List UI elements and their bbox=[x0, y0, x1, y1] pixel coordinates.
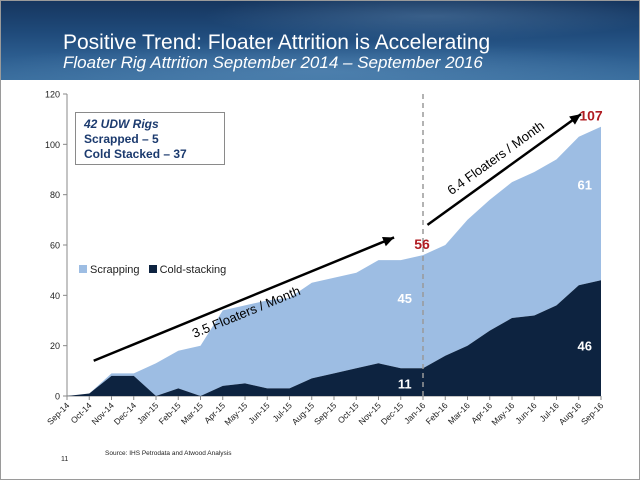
scrapping-value-label: 45 bbox=[398, 291, 412, 306]
y-tick-label: 120 bbox=[45, 90, 60, 100]
trend-arrow-head bbox=[569, 114, 581, 125]
legend-item-cold-stacking: Cold-stacking bbox=[148, 264, 227, 276]
x-tick-label: Sep-14 bbox=[45, 400, 72, 427]
x-tick-label: Feb-16 bbox=[424, 400, 450, 426]
y-tick-label: 60 bbox=[50, 241, 60, 251]
legend-swatch-scrapping bbox=[79, 265, 87, 273]
y-tick-label: 100 bbox=[45, 140, 60, 150]
y-tick-label: 40 bbox=[50, 291, 60, 301]
cold-stacking-area bbox=[67, 280, 601, 396]
y-tick-label: 20 bbox=[50, 341, 60, 351]
page-number: 11 bbox=[61, 456, 69, 463]
scrapped-line: Scrapped – 5 bbox=[84, 132, 159, 146]
cold-value-label: 11 bbox=[398, 376, 412, 391]
legend-label-cold-stacking: Cold-stacking bbox=[159, 264, 227, 276]
x-tick-label: Aug-16 bbox=[557, 400, 584, 427]
x-tick-label: Nov-14 bbox=[89, 400, 116, 427]
slide-title: Positive Trend: Floater Attrition is Acc… bbox=[63, 31, 491, 54]
x-tick-label: Feb-15 bbox=[157, 400, 183, 426]
title-banner: Positive Trend: Floater Attrition is Acc… bbox=[1, 1, 639, 80]
cold-stacked-line: Cold Stacked – 37 bbox=[84, 147, 187, 161]
scrapping-value-label: 61 bbox=[578, 178, 592, 193]
x-tick-label: Mar-15 bbox=[179, 400, 205, 426]
y-tick-label: 80 bbox=[50, 190, 60, 200]
cold-value-label: 46 bbox=[578, 339, 592, 354]
trend-arrow-line bbox=[93, 236, 395, 362]
banner-wave bbox=[1, 41, 639, 80]
legend-item-scrapping: Scrapping bbox=[79, 264, 140, 276]
trend-arrow-line bbox=[426, 113, 582, 226]
x-tick-label: May-15 bbox=[222, 400, 249, 427]
udw-rigs-line: 42 UDW Rigs bbox=[84, 117, 159, 131]
trend-arrow-head bbox=[382, 237, 395, 247]
x-tick-label: Nov-15 bbox=[356, 400, 383, 427]
x-tick-label: May-16 bbox=[489, 400, 516, 427]
x-tick-label: Dec-15 bbox=[379, 400, 406, 427]
x-tick-label: Dec-14 bbox=[112, 400, 139, 427]
x-tick-label: Jun-16 bbox=[513, 400, 539, 426]
x-tick-label: Sep-15 bbox=[312, 400, 339, 427]
udw-rigs-box: 42 UDW Rigs Scrapped – 5 Cold Stacked – … bbox=[75, 112, 225, 165]
y-tick-label: 0 bbox=[55, 392, 60, 402]
legend-label-scrapping: Scrapping bbox=[90, 264, 140, 276]
total-label: 107 bbox=[579, 108, 603, 124]
legend-swatch-cold-stacking bbox=[148, 265, 157, 273]
x-tick-label: Mar-16 bbox=[446, 400, 472, 426]
x-tick-label: Aug-15 bbox=[290, 400, 317, 427]
chart-legend: Scrapping Cold-stacking bbox=[79, 264, 232, 276]
x-tick-label: Jun-15 bbox=[246, 400, 272, 426]
scrapping-area bbox=[67, 126, 601, 396]
x-tick-label: Jan-16 bbox=[402, 400, 428, 426]
source-note: Source: IHS Petrodata and Atwood Analysi… bbox=[105, 450, 232, 457]
x-tick-label: Jan-15 bbox=[135, 400, 161, 426]
slide-subtitle: Floater Rig Attrition September 2014 – S… bbox=[63, 53, 483, 72]
total-label: 56 bbox=[414, 236, 430, 252]
banner-wave bbox=[201, 1, 639, 41]
x-tick-label: Sep-16 bbox=[579, 400, 606, 427]
